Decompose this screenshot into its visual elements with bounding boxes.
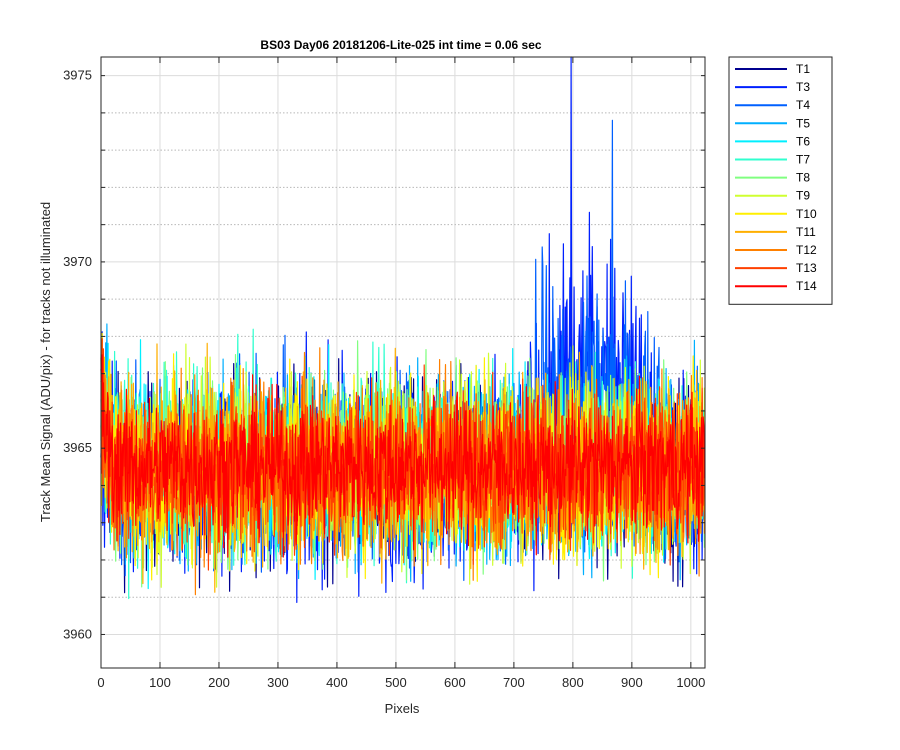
legend-label-T13: T13: [796, 261, 817, 275]
legend-label-T1: T1: [796, 62, 810, 76]
legend-label-T10: T10: [796, 207, 817, 221]
x-tick-label: 800: [562, 675, 584, 690]
x-tick-label: 300: [267, 675, 289, 690]
legend-label-T14: T14: [796, 279, 817, 293]
x-tick-label: 600: [444, 675, 466, 690]
legend-label-T11: T11: [796, 225, 816, 239]
legend-label-T8: T8: [796, 171, 810, 185]
tick-labels: 0 100 200 300 400 500 600 700 800 900 1000 3960 3965…: [63, 68, 705, 690]
legend-box: [728, 56, 833, 305]
y-tick-label: 3975: [63, 68, 92, 83]
plot-series: [100, 56, 705, 603]
x-tick-label: 200: [208, 675, 230, 690]
legend-label-T6: T6: [796, 134, 810, 148]
x-tick-label: 100: [149, 675, 171, 690]
legend-label-T7: T7: [796, 153, 810, 167]
x-tick-label: 900: [621, 675, 643, 690]
x-tick-label: 700: [503, 675, 525, 690]
axes-box: [100, 56, 706, 669]
x-tick-label: 1000: [676, 675, 705, 690]
y-tick-label: 3970: [63, 254, 92, 269]
y-axis-label: Track Mean Signal (ADU/pix) - for tracks…: [38, 202, 53, 522]
x-tick-label: 500: [385, 675, 407, 690]
axes-frame: [100, 56, 706, 669]
x-tick-label: 400: [326, 675, 348, 690]
series-line-T14: [100, 354, 705, 558]
x-axis-label: Pixels: [385, 701, 420, 716]
legend: T1 T3 T4 T5 T6 T7 T8 T9 T10 T11 T12 T13 T14: [728, 56, 833, 305]
y-tick-label: 3960: [63, 626, 92, 641]
legend-label-T5: T5: [796, 116, 810, 130]
chart-title: BS03 Day06 20181206-Lite-025 int time = …: [260, 38, 542, 52]
legend-label-T9: T9: [796, 189, 810, 203]
legend-label-T12: T12: [796, 243, 817, 257]
y-tick-label: 3965: [63, 440, 92, 455]
x-tick-label: 0: [97, 675, 104, 690]
legend-label-T3: T3: [796, 80, 810, 94]
legend-label-T4: T4: [796, 98, 810, 112]
